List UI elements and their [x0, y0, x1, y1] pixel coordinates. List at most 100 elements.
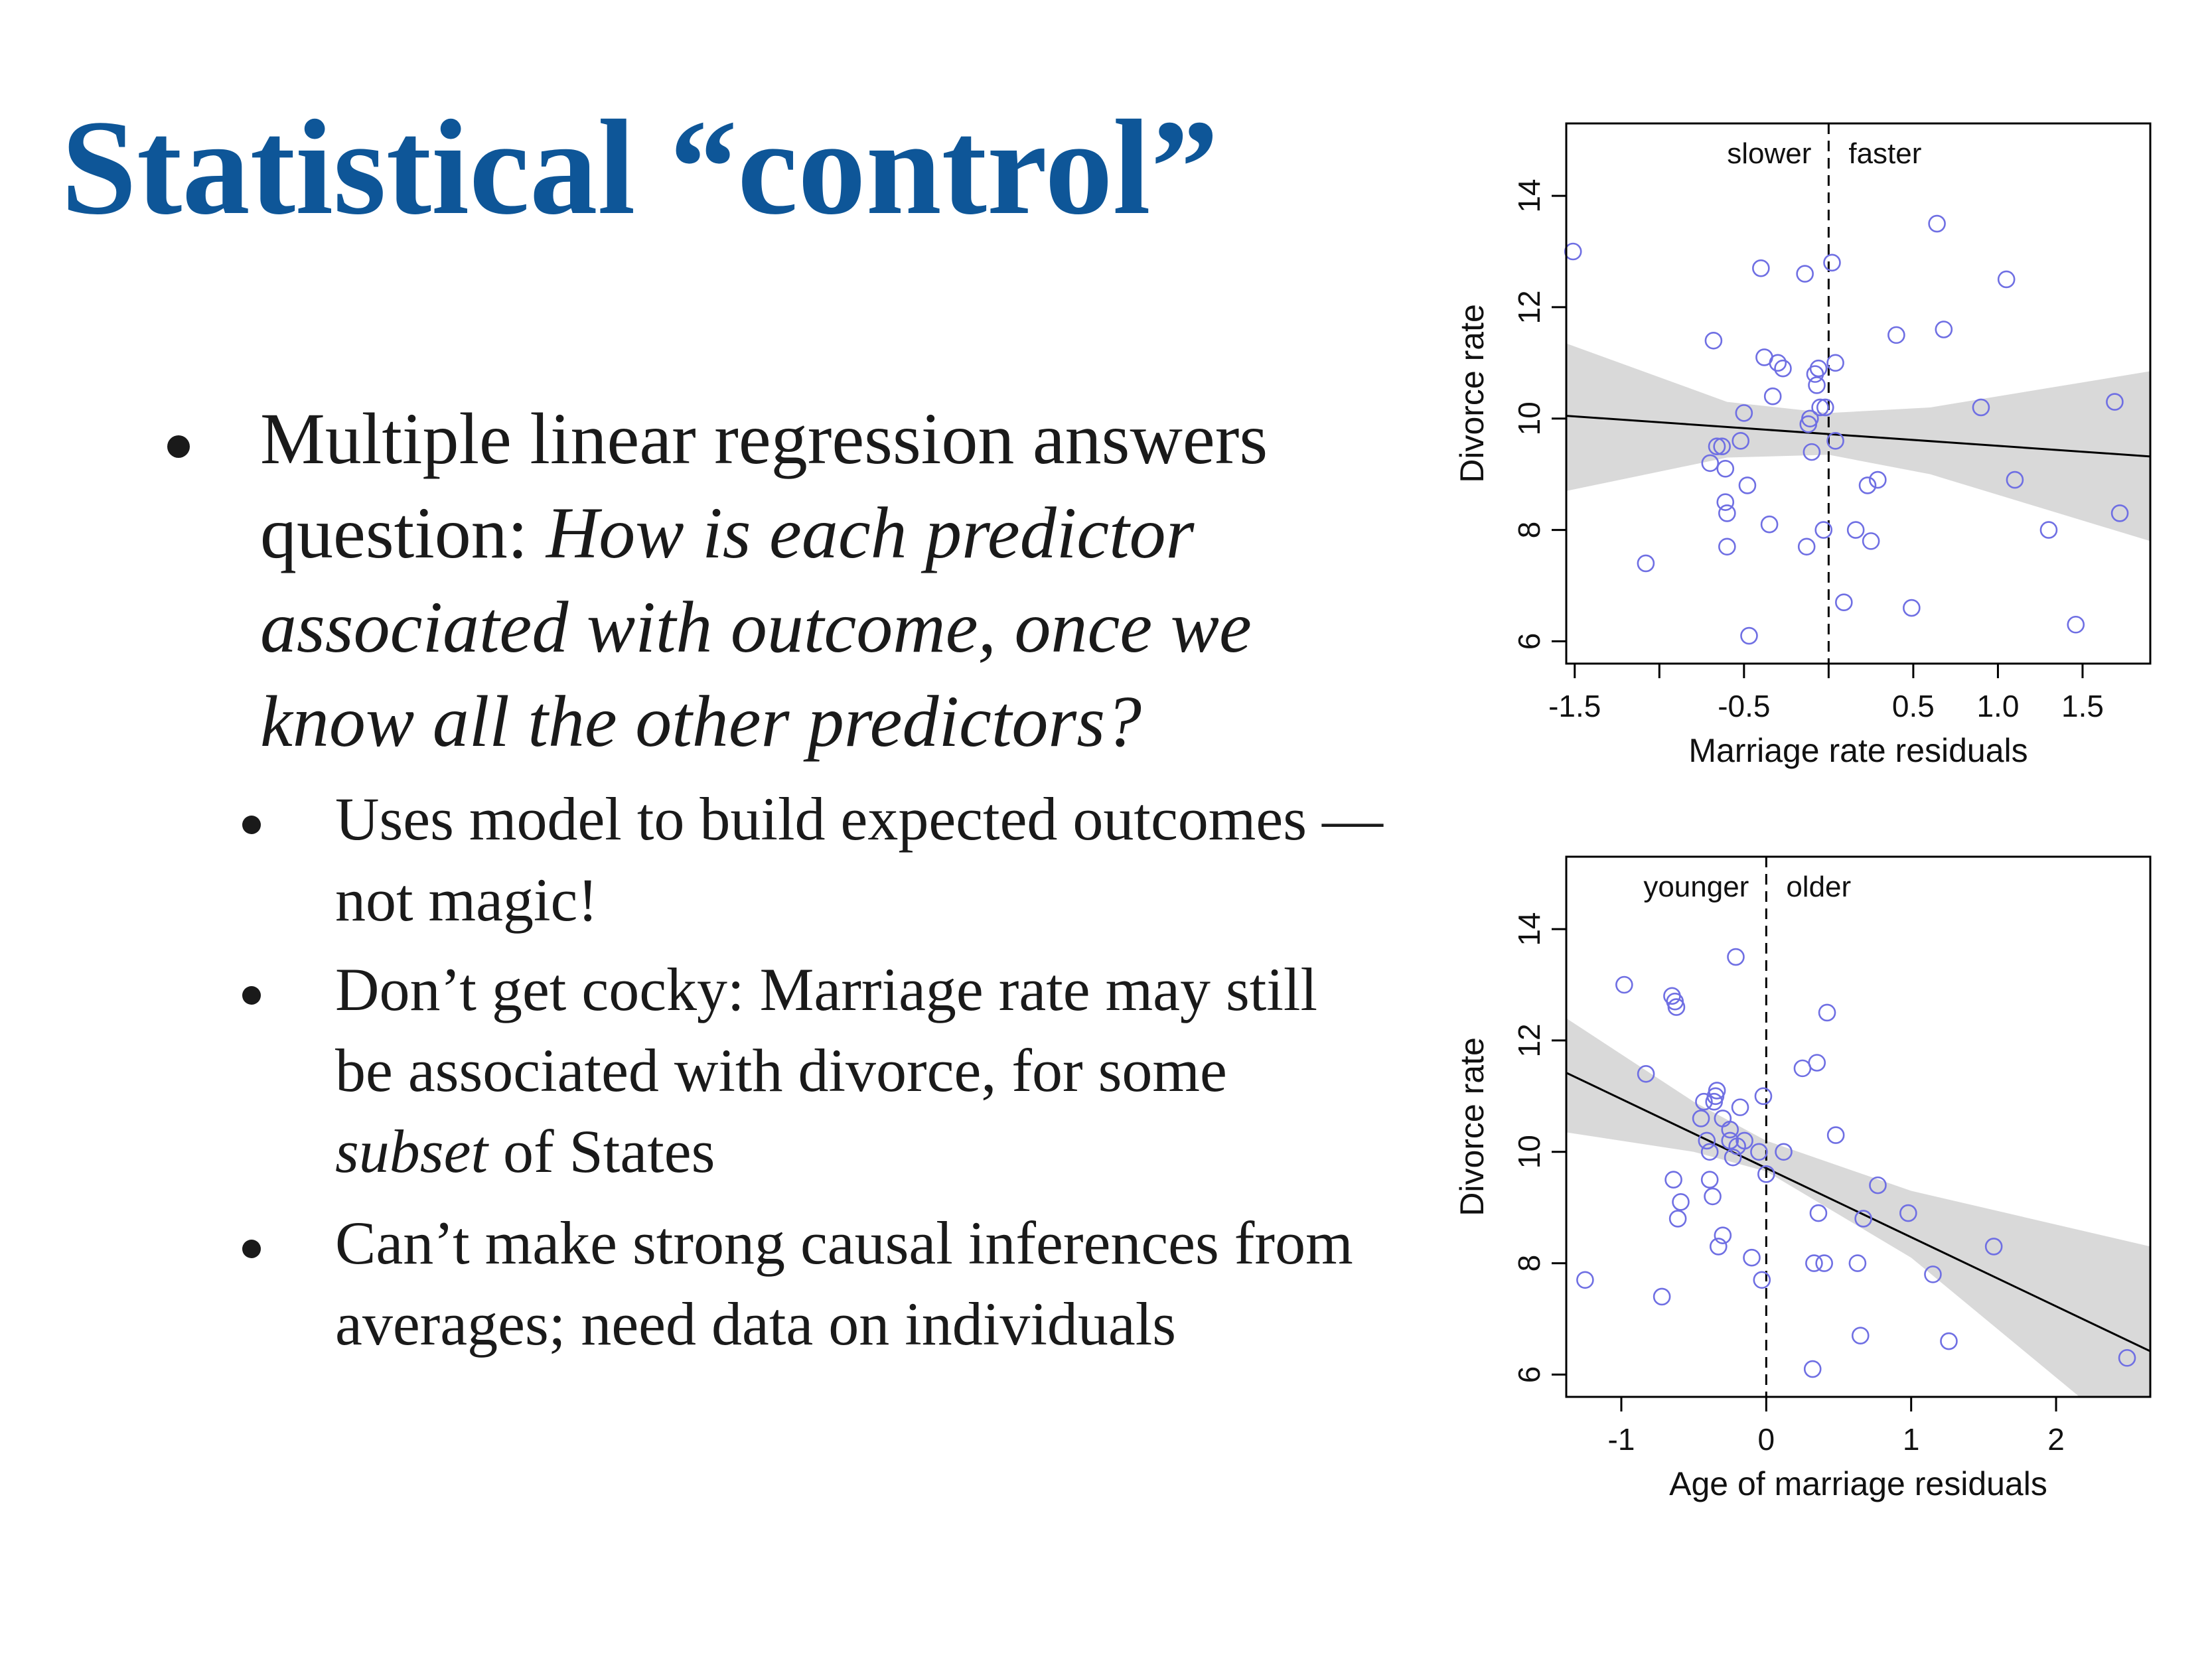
data-point	[1705, 1092, 1724, 1111]
data-point	[1899, 1204, 1917, 1222]
data-point	[1564, 242, 1582, 261]
data-point	[1718, 504, 1736, 522]
data-point	[1774, 359, 1792, 378]
data-point	[1708, 1082, 1726, 1100]
sub-bullet-model: Uses model to build expected outcomes — …	[242, 778, 1384, 940]
data-point	[1848, 1254, 1867, 1272]
x-axis-label: Age of marriage residuals	[1669, 1465, 2047, 1502]
data-point	[1815, 1254, 1833, 1272]
data-point	[1740, 626, 1758, 645]
data-point	[1713, 437, 1731, 456]
data-point	[1731, 1098, 1749, 1116]
data-point	[1854, 1210, 1872, 1228]
main-bullet-question: How is each predictor associated with ou…	[260, 492, 1252, 762]
data-point	[1763, 387, 1782, 405]
data-point	[1576, 1271, 1594, 1289]
slide-title: Statistical “control”	[61, 92, 1219, 243]
data-point	[1808, 1054, 1826, 1072]
x-tick-label: 1.5	[2061, 689, 2104, 723]
bullet-dot	[242, 986, 261, 1005]
data-point	[1775, 1143, 1793, 1161]
data-point	[1668, 1210, 1687, 1228]
annotation-left: slower	[1727, 137, 1811, 170]
sub-bullet-cocky: Don’t get cocky: Marriage rate may still…	[242, 949, 1384, 1192]
data-point	[1709, 1238, 1728, 1256]
data-point	[1692, 1110, 1710, 1127]
data-point	[1698, 1131, 1716, 1150]
y-tick-label: 10	[1512, 1135, 1546, 1169]
sub-bullet-text: Uses model to build expected outcomes — …	[335, 785, 1384, 934]
data-point	[1935, 321, 1953, 338]
confidence-band	[1566, 343, 2150, 541]
data-point	[1637, 554, 1655, 573]
data-point	[1738, 476, 1757, 494]
sub-bullet-text: Don’t get cocky: Marriage rate may still…	[335, 956, 1318, 1104]
y-axis-label: Divorce rate	[1453, 1037, 1491, 1216]
data-point	[1826, 354, 1844, 372]
data-point	[1718, 538, 1736, 556]
data-point	[1704, 331, 1723, 350]
plot-frame	[1565, 855, 2152, 1398]
data-point	[1735, 1131, 1753, 1150]
data-point	[1700, 1171, 1719, 1189]
data-point	[1818, 1003, 1836, 1022]
data-point	[2006, 470, 2024, 489]
data-point	[1667, 998, 1686, 1016]
data-point	[1750, 1143, 1768, 1161]
sub-bullet-text: of States	[488, 1118, 715, 1185]
y-tick-label: 6	[1512, 633, 1546, 650]
x-tick-label: 0.5	[1892, 689, 1935, 723]
x-tick-label: 1	[1903, 1422, 1920, 1457]
data-point	[1823, 253, 1841, 272]
data-point	[1760, 515, 1779, 534]
data-point	[1814, 521, 1833, 539]
data-point	[1803, 1360, 1822, 1378]
data-point	[1972, 398, 1990, 417]
data-point	[1826, 1126, 1845, 1144]
data-point	[1695, 1092, 1713, 1111]
data-point	[1851, 1327, 1870, 1344]
data-point	[1803, 443, 1821, 461]
data-point	[1809, 359, 1828, 378]
data-point	[1753, 1271, 1771, 1289]
sub-bullet-causal: Can’t make strong causal inferences from…	[242, 1202, 1384, 1364]
main-bullet-prefix: Multiple linear regression answers quest…	[260, 398, 1268, 573]
y-axis-label: Divorce rate	[1453, 304, 1491, 483]
data-point	[2106, 393, 2124, 411]
data-point	[1811, 398, 1829, 417]
data-point	[1735, 404, 1753, 422]
plot-frame	[1565, 122, 2152, 665]
data-point	[1869, 1176, 1887, 1194]
data-point	[1858, 476, 1877, 494]
data-point	[1653, 1287, 1671, 1306]
sub-bullet-italic: subset	[335, 1118, 488, 1185]
regression-line	[1566, 415, 2150, 458]
data-point	[1835, 593, 1853, 611]
data-point	[1887, 326, 1905, 344]
data-point	[1903, 599, 1921, 617]
data-point	[1721, 1120, 1739, 1139]
x-tick-label: -0.5	[1718, 689, 1770, 723]
data-point	[1869, 470, 1887, 489]
data-point	[1797, 538, 1816, 556]
data-point	[1805, 1254, 1823, 1272]
y-tick-label: 8	[1512, 1255, 1546, 1272]
data-point	[1701, 454, 1720, 472]
y-tick-label: 8	[1512, 522, 1546, 539]
data-point	[1666, 992, 1684, 1011]
x-tick-label: 2	[2047, 1422, 2065, 1457]
data-point	[1862, 532, 1880, 550]
data-point	[1793, 1059, 1812, 1078]
data-point	[1714, 1226, 1732, 1244]
y-tick-label: 14	[1512, 912, 1546, 946]
x-tick-label: 0	[1758, 1422, 1775, 1457]
data-point	[1984, 1238, 2003, 1256]
sub-bullet-text: Can’t make strong causal inferences from…	[335, 1209, 1353, 1358]
annotation-left: younger	[1643, 871, 1749, 903]
bullet-dot	[242, 1240, 261, 1258]
data-point	[1637, 1064, 1655, 1083]
bullet-dot	[167, 435, 190, 458]
data-point	[1716, 493, 1735, 511]
data-point	[1752, 259, 1770, 277]
